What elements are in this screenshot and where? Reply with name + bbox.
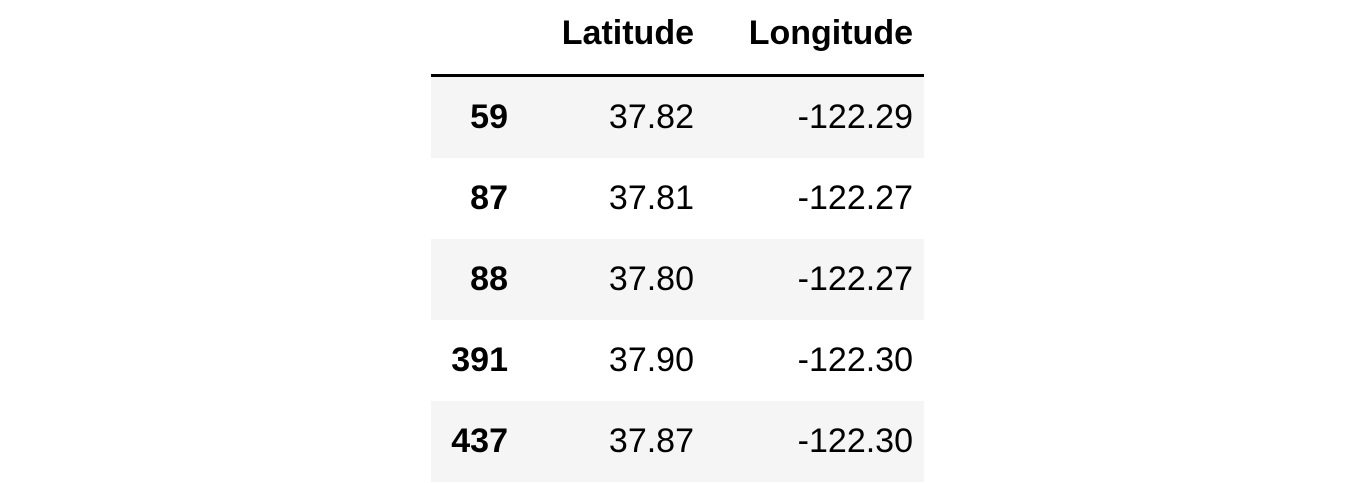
longitude-cell: -122.27 — [797, 260, 913, 298]
latitude-cell: 37.81 — [608, 179, 694, 217]
table-row: 87 37.81 -122.27 — [431, 158, 924, 239]
table-row: 391 37.90 -122.30 — [431, 320, 924, 401]
longitude-cell: -122.30 — [797, 422, 913, 460]
row-index: 59 — [470, 98, 508, 136]
table-row: 59 37.82 -122.29 — [431, 77, 924, 158]
dataframe-table: Latitude Longitude 59 37.82 -122.29 87 3… — [431, 0, 924, 482]
row-index: 437 — [451, 422, 508, 460]
latitude-cell: 37.80 — [608, 260, 694, 298]
column-header-longitude: Longitude — [748, 14, 913, 52]
longitude-cell: -122.30 — [797, 341, 913, 379]
latitude-cell: 37.90 — [608, 341, 694, 379]
row-index: 391 — [451, 341, 508, 379]
longitude-cell: -122.29 — [797, 98, 913, 136]
row-index: 87 — [470, 179, 508, 217]
latitude-cell: 37.82 — [608, 98, 694, 136]
table-header-row: Latitude Longitude — [431, 0, 924, 77]
longitude-cell: -122.27 — [797, 179, 913, 217]
table-row: 437 37.87 -122.30 — [431, 401, 924, 482]
table-row: 88 37.80 -122.27 — [431, 239, 924, 320]
latitude-cell: 37.87 — [608, 422, 694, 460]
column-header-latitude: Latitude — [561, 14, 694, 52]
row-index: 88 — [470, 260, 508, 298]
